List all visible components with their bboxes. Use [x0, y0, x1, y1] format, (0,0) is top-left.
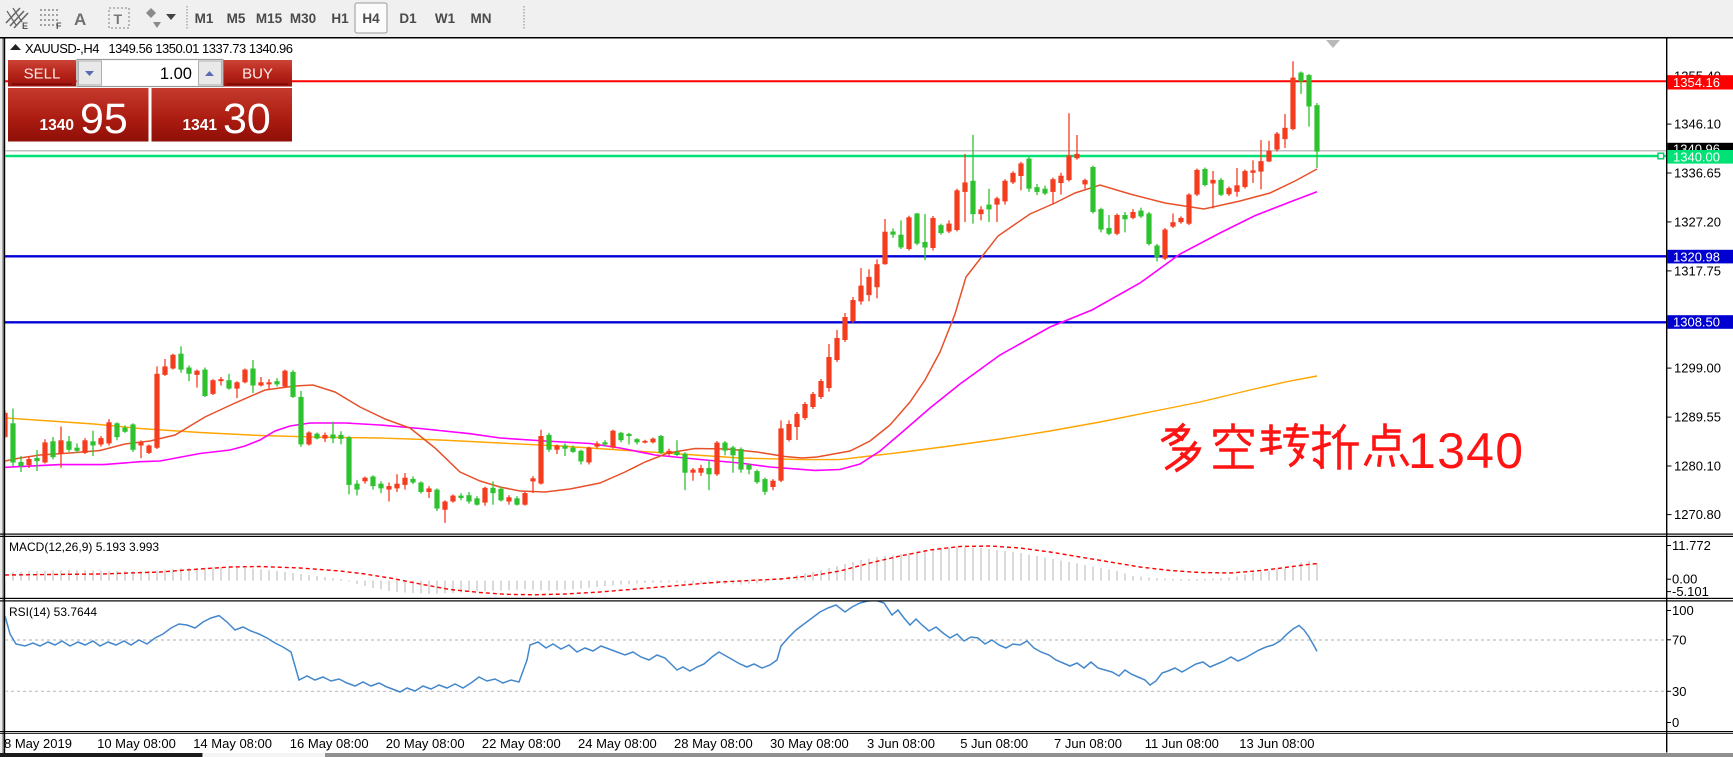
- svg-text:D1: D1: [399, 11, 417, 26]
- svg-text:SELL: SELL: [24, 66, 61, 83]
- svg-text:M30: M30: [290, 11, 316, 26]
- svg-text:MACD(12,26,9) 5.193 3.993: MACD(12,26,9) 5.193 3.993: [9, 540, 159, 554]
- svg-text:-5.101: -5.101: [1672, 584, 1709, 599]
- svg-text:1327.20: 1327.20: [1674, 214, 1721, 229]
- svg-text:1354.16: 1354.16: [1673, 75, 1720, 90]
- svg-text:1280.10: 1280.10: [1674, 459, 1721, 474]
- svg-text:T: T: [114, 11, 123, 27]
- svg-text:H1: H1: [331, 11, 349, 26]
- svg-text:BUY: BUY: [242, 66, 273, 83]
- svg-text:H4: H4: [362, 11, 380, 26]
- svg-text:MN: MN: [471, 11, 492, 26]
- svg-text:30 May 08:00: 30 May 08:00: [770, 736, 849, 751]
- svg-text:11.772: 11.772: [1672, 538, 1711, 553]
- svg-text:1340.00: 1340.00: [1673, 150, 1720, 165]
- svg-text:1.00: 1.00: [160, 65, 192, 83]
- svg-text:1340: 1340: [40, 117, 74, 134]
- svg-text:70: 70: [1672, 632, 1686, 647]
- svg-text:24 May 08:00: 24 May 08:00: [578, 736, 657, 751]
- svg-text:1320.98: 1320.98: [1673, 249, 1720, 264]
- svg-text:A: A: [74, 10, 86, 29]
- svg-text:28 May 08:00: 28 May 08:00: [674, 736, 753, 751]
- svg-text:1340: 1340: [1408, 423, 1523, 479]
- svg-text:13 Jun 08:00: 13 Jun 08:00: [1239, 736, 1314, 751]
- svg-text:M1: M1: [195, 11, 214, 26]
- svg-text:22 May 08:00: 22 May 08:00: [482, 736, 561, 751]
- svg-text:1289.55: 1289.55: [1674, 410, 1721, 425]
- svg-text:RSI(14) 53.7644: RSI(14) 53.7644: [9, 605, 97, 619]
- svg-text:1346.10: 1346.10: [1674, 117, 1721, 132]
- svg-text:95: 95: [80, 95, 128, 143]
- svg-text:1308.50: 1308.50: [1673, 315, 1720, 330]
- svg-text:0.00: 0.00: [1672, 572, 1697, 587]
- svg-text:F: F: [56, 21, 62, 31]
- svg-text:16 May 08:00: 16 May 08:00: [290, 736, 369, 751]
- svg-text:8 May 2019: 8 May 2019: [4, 736, 72, 751]
- svg-text:M15: M15: [256, 11, 283, 26]
- svg-text:XAUUSD-,H4 1349.56 1350.01 1: XAUUSD-,H4 1349.56 1350.01 1337.73 1340.…: [25, 41, 293, 56]
- svg-text:3 Jun 08:00: 3 Jun 08:00: [867, 736, 935, 751]
- svg-text:20 May 08:00: 20 May 08:00: [386, 736, 465, 751]
- svg-text:1270.80: 1270.80: [1674, 507, 1721, 522]
- svg-text:30: 30: [223, 95, 271, 143]
- svg-text:1299.00: 1299.00: [1674, 361, 1721, 376]
- svg-text:1336.65: 1336.65: [1674, 166, 1721, 181]
- svg-text:5 Jun 08:00: 5 Jun 08:00: [960, 736, 1028, 751]
- svg-text:W1: W1: [435, 11, 456, 26]
- svg-text:30: 30: [1672, 684, 1686, 699]
- svg-text:14 May 08:00: 14 May 08:00: [193, 736, 272, 751]
- svg-text:7 Jun 08:00: 7 Jun 08:00: [1054, 736, 1122, 751]
- svg-text:M5: M5: [227, 11, 246, 26]
- svg-text:0: 0: [1672, 715, 1679, 730]
- svg-text:1341: 1341: [183, 117, 218, 134]
- svg-text:E: E: [22, 21, 28, 31]
- svg-text:100: 100: [1672, 603, 1694, 618]
- svg-text:11 Jun 08:00: 11 Jun 08:00: [1145, 736, 1219, 751]
- svg-text:1317.75: 1317.75: [1674, 263, 1721, 278]
- svg-text:10 May 08:00: 10 May 08:00: [97, 736, 176, 751]
